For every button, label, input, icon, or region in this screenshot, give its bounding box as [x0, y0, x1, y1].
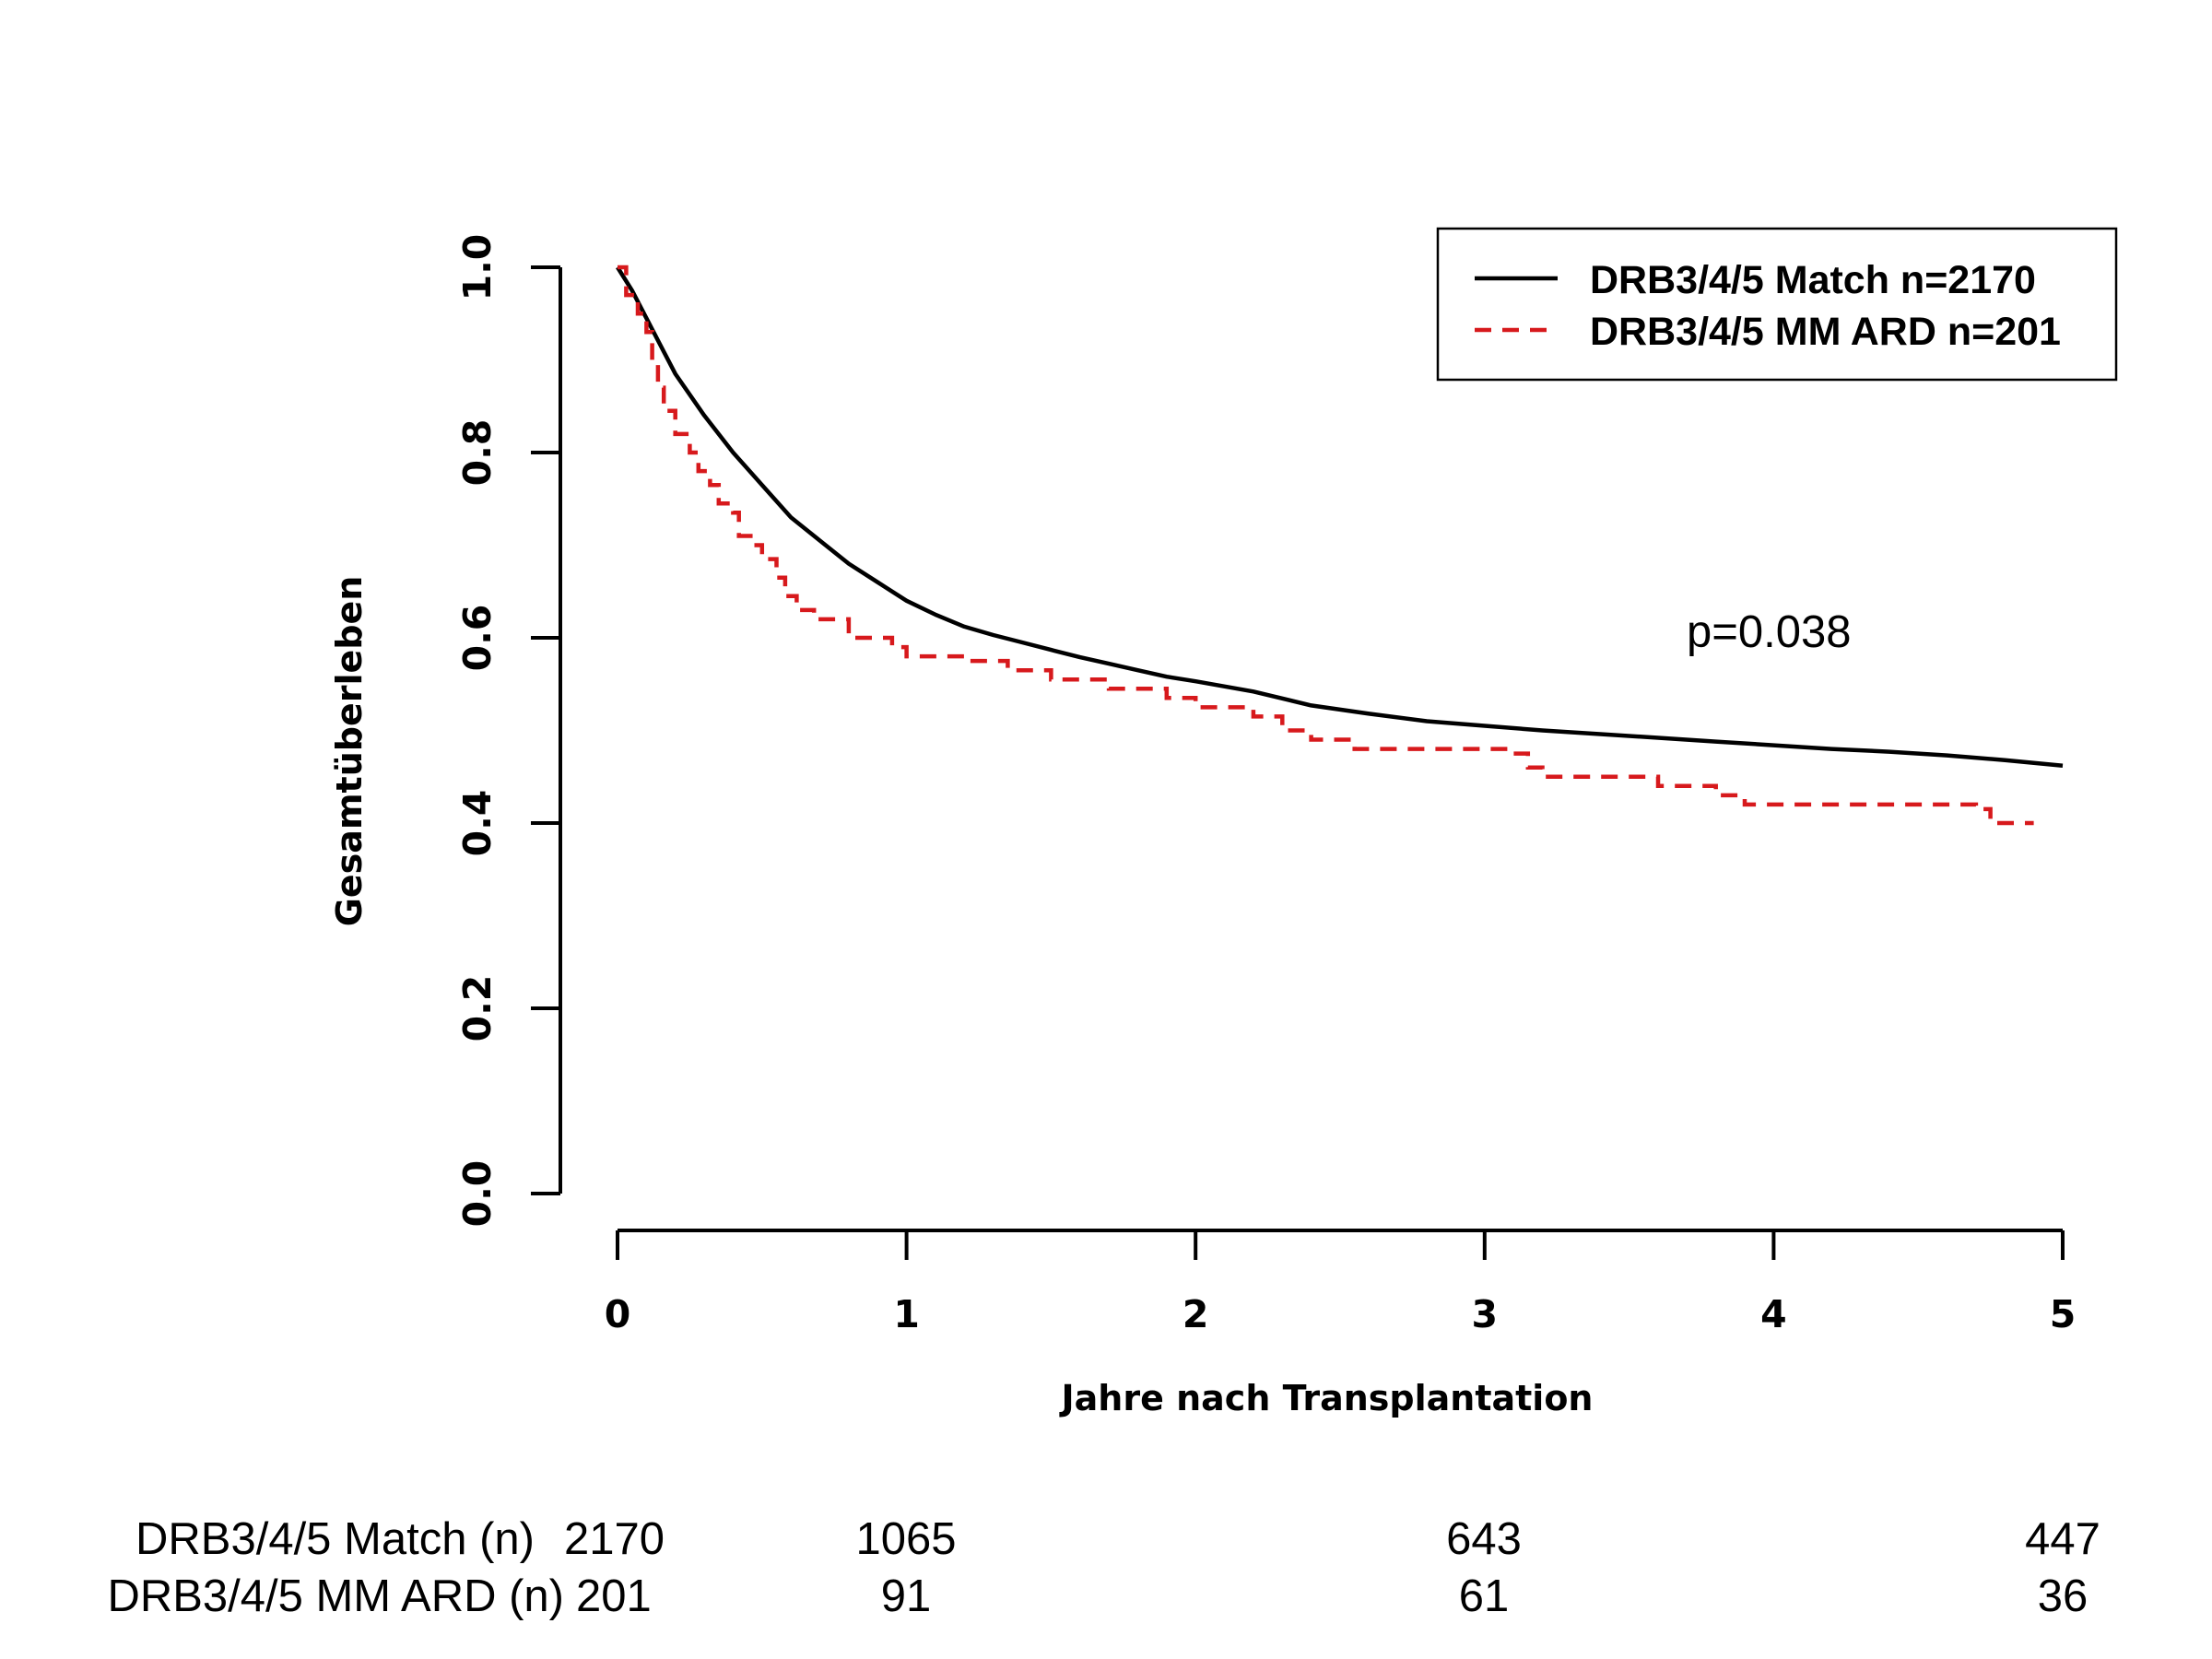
y-tick-label: 0.2 [455, 975, 500, 1042]
risk-value: 36 [2038, 1571, 2088, 1621]
series-layer [616, 265, 2064, 826]
legend-label-mm-ard: DRB3/4/5 MM ARD n=201 [1590, 310, 2061, 354]
y-tick-label: 0.0 [455, 1160, 500, 1228]
risk-row-label-match: DRB3/4/5 Match (n) [135, 1514, 535, 1564]
x-axis-title: Jahre nach Transplantation [1059, 1378, 1594, 1418]
risk-value: 91 [881, 1571, 932, 1621]
y-tick-label: 0.4 [455, 790, 500, 857]
x-tick-label: 1 [893, 1292, 920, 1336]
y-axis: 0.0 0.2 0.4 0.6 0.8 1.0 [455, 234, 562, 1228]
x-tick-label: 4 [1760, 1292, 1787, 1336]
legend-label-match: DRB3/4/5 Match n=2170 [1590, 258, 2036, 302]
x-tick-label: 2 [1182, 1292, 1209, 1336]
x-axis: 0 1 2 3 4 5 [605, 1229, 2077, 1336]
series-line-mm-ard [618, 265, 2034, 826]
x-tick-label: 0 [605, 1292, 631, 1336]
y-axis-title: Gesamtüberleben [329, 576, 370, 927]
risk-value: 2170 [564, 1514, 665, 1564]
x-tick-label: 3 [1472, 1292, 1499, 1336]
legend-box [1436, 227, 2118, 382]
risk-value: 1065 [855, 1514, 956, 1564]
p-value-annotation: p=0.038 [1687, 607, 1852, 657]
series-line-match [616, 265, 2064, 768]
y-tick-label: 0.8 [455, 419, 500, 487]
risk-value: 201 [576, 1571, 652, 1621]
risk-table: DRB3/4/5 Match (n) DRB3/4/5 MM ARD (n) 2… [107, 1514, 2100, 1621]
risk-value: 447 [2025, 1514, 2100, 1564]
risk-value: 643 [1446, 1514, 1522, 1564]
y-tick-label: 1.0 [455, 234, 500, 301]
y-tick-label: 0.6 [455, 605, 500, 672]
legend: DRB3/4/5 Match n=2170 DRB3/4/5 MM ARD n=… [1436, 227, 2118, 382]
risk-value: 61 [1459, 1571, 1510, 1621]
x-tick-label: 5 [2050, 1292, 2077, 1336]
risk-row-label-mm-ard: DRB3/4/5 MM ARD (n) [107, 1571, 564, 1621]
